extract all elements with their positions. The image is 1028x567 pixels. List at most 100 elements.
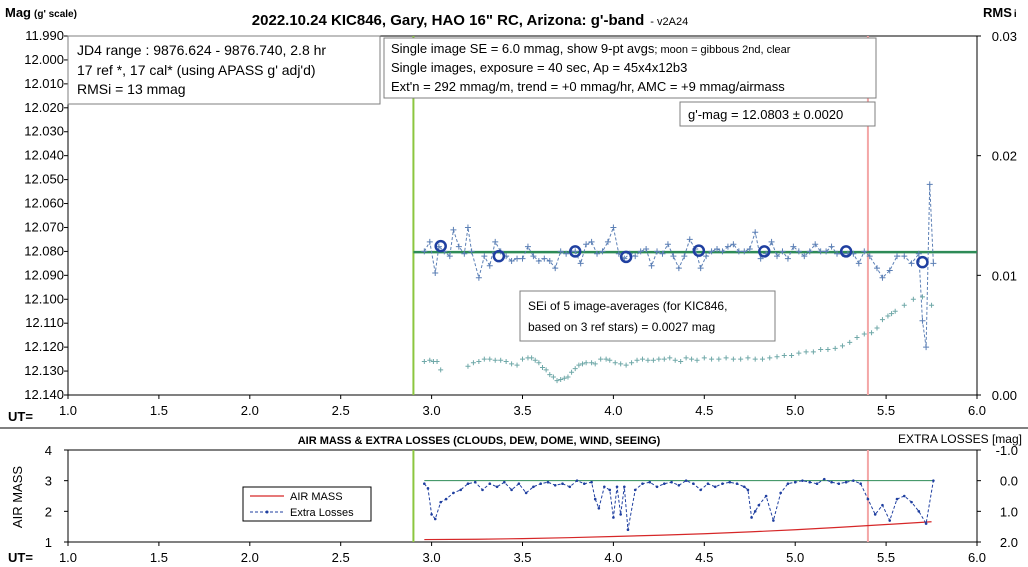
single-image-point bbox=[475, 274, 482, 281]
extra-losses-point bbox=[881, 503, 884, 507]
y-tick-label: 12.040 bbox=[24, 148, 64, 163]
single-image-point bbox=[681, 253, 688, 260]
single-image-point bbox=[610, 224, 617, 231]
lower-x-tick-label: 5.0 bbox=[786, 550, 804, 565]
single-image-point bbox=[779, 248, 786, 255]
rms-point bbox=[701, 355, 707, 361]
rms-point bbox=[919, 294, 925, 300]
extra-losses-point bbox=[603, 485, 606, 489]
extra-losses-point bbox=[444, 497, 448, 501]
rms-point bbox=[730, 356, 736, 362]
rms-point bbox=[603, 356, 609, 362]
extra-losses-point bbox=[699, 488, 702, 492]
average-point bbox=[619, 250, 633, 264]
rms-point bbox=[532, 357, 538, 363]
single-image-point bbox=[446, 253, 453, 260]
single-image-point bbox=[670, 253, 677, 260]
x-tick-label: 4.0 bbox=[604, 403, 622, 418]
y-tick-label: 12.070 bbox=[24, 219, 64, 234]
y-tick-label: 12.100 bbox=[24, 291, 64, 306]
rms-point bbox=[910, 296, 916, 302]
single-image-point bbox=[823, 248, 830, 255]
single-image-point bbox=[557, 248, 564, 255]
single-image-point bbox=[648, 262, 655, 269]
lower-y-tick-label: 4 bbox=[45, 443, 52, 458]
extra-losses-point bbox=[779, 491, 782, 495]
extra-losses-point bbox=[481, 488, 484, 492]
lower-y2-tick-label: 2.0 bbox=[1000, 535, 1018, 550]
rms-point bbox=[558, 376, 564, 382]
rms-point bbox=[781, 353, 787, 359]
air-mass-line bbox=[424, 521, 932, 541]
single-image-point bbox=[594, 250, 601, 257]
extra-losses-point bbox=[670, 480, 673, 484]
x-tick-label: 4.5 bbox=[695, 403, 713, 418]
y-tick-label: 12.010 bbox=[24, 76, 64, 91]
lower-x-tick-label: 2.0 bbox=[241, 550, 259, 565]
extra-losses-point bbox=[852, 479, 855, 482]
single-image-point bbox=[801, 253, 808, 260]
lower-y2-tick-label: 0.0 bbox=[1000, 474, 1018, 489]
single-image-point bbox=[508, 257, 515, 264]
legend-marker-extra-losses bbox=[265, 510, 269, 514]
y-tick-label: 12.110 bbox=[25, 315, 64, 330]
rms-point bbox=[543, 367, 549, 373]
legend-frame bbox=[242, 486, 372, 522]
single-image-point bbox=[790, 243, 797, 250]
rms-point bbox=[576, 362, 582, 368]
lower-x-tick-label: 2.5 bbox=[332, 550, 350, 565]
rms-point bbox=[723, 355, 729, 361]
single-image-point bbox=[879, 274, 886, 281]
single-image-point bbox=[530, 253, 537, 260]
rms-point bbox=[539, 364, 545, 370]
extra-losses-point bbox=[932, 479, 935, 482]
lower-y2-tick-label: 1.0 bbox=[1000, 504, 1018, 519]
rms-point bbox=[569, 369, 575, 375]
rms-point bbox=[634, 357, 640, 363]
single-image-point bbox=[643, 246, 650, 253]
single-image-point bbox=[492, 238, 499, 245]
rms-point bbox=[929, 302, 935, 308]
extra-losses-point bbox=[539, 482, 542, 486]
single-image-point bbox=[784, 255, 791, 262]
single-image-point bbox=[774, 253, 781, 260]
extra-losses-point bbox=[608, 488, 612, 492]
rms-point bbox=[825, 347, 831, 353]
rms-point bbox=[470, 360, 476, 366]
single-image-point bbox=[468, 248, 475, 255]
extra-losses-point bbox=[615, 485, 619, 489]
rms-point bbox=[520, 356, 525, 362]
single-image-point bbox=[541, 255, 548, 262]
extra-losses-point bbox=[757, 503, 761, 507]
rms-point bbox=[583, 360, 589, 366]
rms-point bbox=[716, 356, 722, 362]
extra-losses-point bbox=[561, 482, 564, 486]
single-image-point bbox=[524, 243, 531, 250]
y-tick-label: 12.030 bbox=[24, 124, 64, 139]
info-box-center: Single image SE = 6.0 mmag, show 9-pt av… bbox=[383, 37, 877, 99]
sei-box: SEi of 5 image-averages (for KIC846, bas… bbox=[519, 290, 776, 342]
info-left-line-3: RMSi = 13 mmag bbox=[77, 81, 186, 97]
sei-line-2: based on 3 ref stars) = 0.0027 mag bbox=[528, 320, 715, 334]
y-tick-label: 12.060 bbox=[24, 196, 64, 211]
rms-point bbox=[889, 311, 895, 317]
extra-losses-point bbox=[808, 480, 812, 484]
rms-point bbox=[745, 355, 751, 361]
average-point bbox=[692, 244, 706, 257]
single-image-point bbox=[461, 250, 468, 257]
y2-tick-label: 0.00 bbox=[992, 388, 1017, 403]
lower-x-tick-label: 4.0 bbox=[604, 550, 622, 565]
y-tick-label: 12.090 bbox=[24, 267, 64, 282]
rms-point bbox=[672, 357, 678, 363]
extra-losses-point bbox=[590, 480, 593, 484]
extra-losses-point bbox=[593, 497, 597, 501]
single-image-point bbox=[866, 253, 873, 260]
y-tick-label: 12.020 bbox=[24, 100, 64, 115]
rms-point bbox=[774, 354, 780, 360]
rms-point bbox=[547, 372, 553, 378]
extra-losses-point bbox=[793, 480, 797, 484]
rms-point bbox=[589, 360, 595, 366]
single-image-point bbox=[908, 260, 915, 267]
rms-point bbox=[498, 357, 504, 363]
rms-point bbox=[629, 360, 635, 366]
